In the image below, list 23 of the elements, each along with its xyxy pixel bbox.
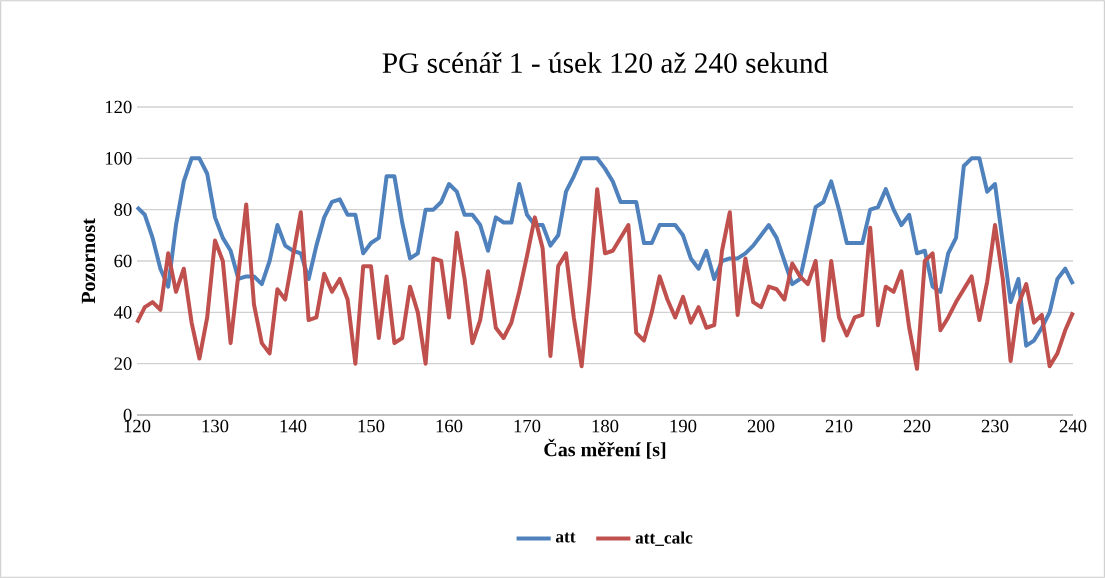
legend-label: att_calc: [635, 531, 693, 546]
y-tick-label: 100: [105, 152, 132, 165]
x-tick-label: 140: [280, 419, 307, 433]
x-tick-label: 240: [1059, 419, 1087, 433]
x-tick-label: 170: [514, 419, 541, 433]
y-tick-label: 120: [105, 100, 132, 114]
y-tick-label: 20: [114, 357, 132, 370]
x-tick-label: 190: [670, 419, 697, 433]
x-tick-label: 160: [436, 419, 463, 433]
y-axis-title: Pozornost: [81, 218, 96, 304]
x-tick-label: 150: [358, 419, 385, 433]
x-tick-label: 200: [747, 419, 775, 433]
x-tick-label: 130: [202, 419, 229, 433]
x-tick-label: 210: [825, 419, 853, 433]
x-axis-title: Čas měření [s]: [544, 438, 666, 459]
legend-label: att: [555, 532, 576, 543]
x-tick-label: 220: [903, 419, 931, 433]
x-tick-label: 230: [981, 419, 1009, 433]
y-tick-label: 60: [114, 254, 132, 268]
x-tick-label: 180: [592, 419, 619, 433]
y-tick-label: 40: [113, 306, 132, 319]
chart-title: PG scénář 1 - úsek 120 až 240 sekund: [382, 52, 828, 73]
y-tick-label: 80: [114, 203, 132, 216]
